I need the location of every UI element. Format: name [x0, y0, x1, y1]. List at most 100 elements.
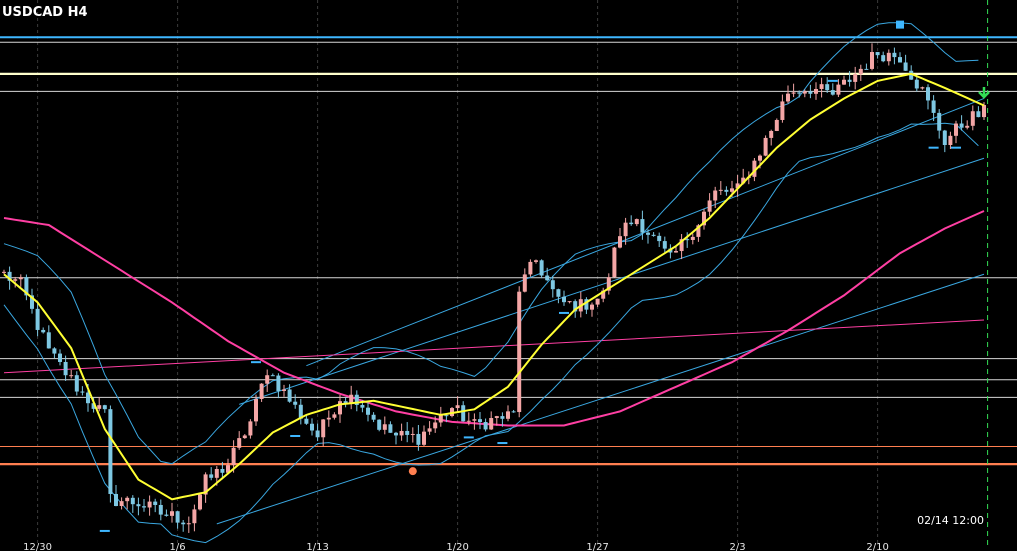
candle-62 — [349, 385, 354, 410]
candle-body — [282, 389, 286, 391]
candle-92 — [517, 286, 522, 418]
candle-body — [858, 68, 863, 75]
candle-90 — [506, 405, 510, 422]
candle-59 — [332, 412, 337, 420]
candle-body — [153, 501, 158, 505]
candle-29 — [164, 509, 169, 517]
candle-137 — [769, 129, 774, 146]
candle-168 — [942, 129, 947, 153]
candle-110 — [618, 227, 622, 249]
x-tick-label-0: 12/30 — [23, 542, 52, 551]
candle-12 — [69, 369, 74, 379]
candle-body — [30, 295, 34, 309]
candle-body — [24, 277, 29, 296]
candle-140 — [786, 85, 790, 104]
candle-body — [942, 130, 947, 145]
candle-125 — [702, 208, 706, 230]
candle-body — [343, 401, 348, 404]
candle-body — [293, 401, 298, 405]
candle-40 — [226, 458, 230, 475]
candle-body — [550, 280, 555, 290]
candle-body — [982, 105, 986, 118]
candle-body — [948, 135, 953, 145]
candle-146 — [819, 77, 824, 98]
x-tick-label-4: 1/27 — [586, 542, 608, 551]
candle-body — [556, 289, 561, 297]
candle-93 — [522, 268, 527, 293]
candle-20 — [114, 485, 118, 507]
candle-51 — [287, 384, 292, 403]
candle-body — [304, 418, 309, 424]
candle-36 — [203, 472, 208, 503]
candle-body — [478, 419, 482, 422]
candle-114 — [640, 210, 645, 240]
candle-4 — [24, 274, 29, 301]
candle-body — [567, 301, 572, 303]
ma-short-line — [3, 72, 985, 501]
candle-body — [730, 188, 734, 192]
candle-body — [562, 296, 566, 303]
candle-46 — [259, 383, 264, 402]
time-readout: 02/14 12:00 — [917, 514, 984, 527]
candle-127 — [713, 186, 718, 208]
candle-body — [360, 404, 365, 408]
candle-167 — [937, 109, 942, 139]
candle-body — [651, 234, 656, 236]
candle-body — [965, 125, 970, 128]
candle-150 — [842, 75, 846, 85]
candle-174 — [976, 106, 981, 118]
candle-145 — [814, 82, 818, 100]
candle-body — [735, 183, 740, 189]
x-tick-label-5: 2/3 — [730, 542, 746, 551]
candle-body — [612, 247, 617, 278]
candle-body — [242, 435, 247, 439]
candle-173 — [970, 105, 975, 131]
candle-body — [7, 271, 12, 281]
candle-26 — [147, 495, 152, 516]
trend-channel — [3, 97, 985, 525]
candle-33 — [186, 516, 191, 533]
candle-0 — [2, 269, 6, 275]
candle-104 — [584, 297, 589, 315]
candle-34 — [192, 504, 197, 532]
candle-body — [399, 430, 404, 436]
candle-3 — [18, 274, 23, 287]
candle-body — [758, 155, 762, 161]
candle-body — [646, 232, 650, 235]
candle-body — [774, 119, 779, 131]
ma-long — [3, 210, 985, 427]
candle-58 — [326, 410, 331, 427]
candle-body — [534, 260, 538, 262]
candle-151 — [847, 70, 852, 87]
candle-body — [898, 57, 902, 63]
candle-body — [147, 501, 152, 508]
candle-body — [203, 474, 208, 495]
candle-body — [298, 404, 303, 419]
candle-156 — [875, 51, 880, 59]
candle-6 — [35, 302, 40, 337]
candle-23 — [130, 495, 135, 513]
candle-65 — [366, 401, 370, 422]
candle-body — [528, 261, 533, 275]
candle-body — [80, 391, 85, 393]
candle-body — [741, 177, 746, 184]
candle-50 — [282, 384, 286, 397]
candle-body — [819, 84, 824, 89]
candle-10 — [58, 349, 62, 366]
candle-body — [125, 497, 130, 502]
candle-body — [237, 438, 242, 448]
candle-body — [388, 424, 393, 433]
candle-body — [590, 304, 594, 310]
candle-body — [584, 299, 589, 310]
candle-165 — [926, 84, 930, 110]
candle-body — [220, 468, 225, 473]
candle-body — [410, 433, 415, 435]
candle-71 — [399, 423, 404, 441]
candle-128 — [718, 181, 723, 195]
candle-body — [142, 506, 146, 508]
candle-97 — [545, 267, 550, 282]
candle-body — [69, 375, 74, 377]
candle-body — [287, 389, 292, 402]
candle-body — [35, 308, 40, 330]
